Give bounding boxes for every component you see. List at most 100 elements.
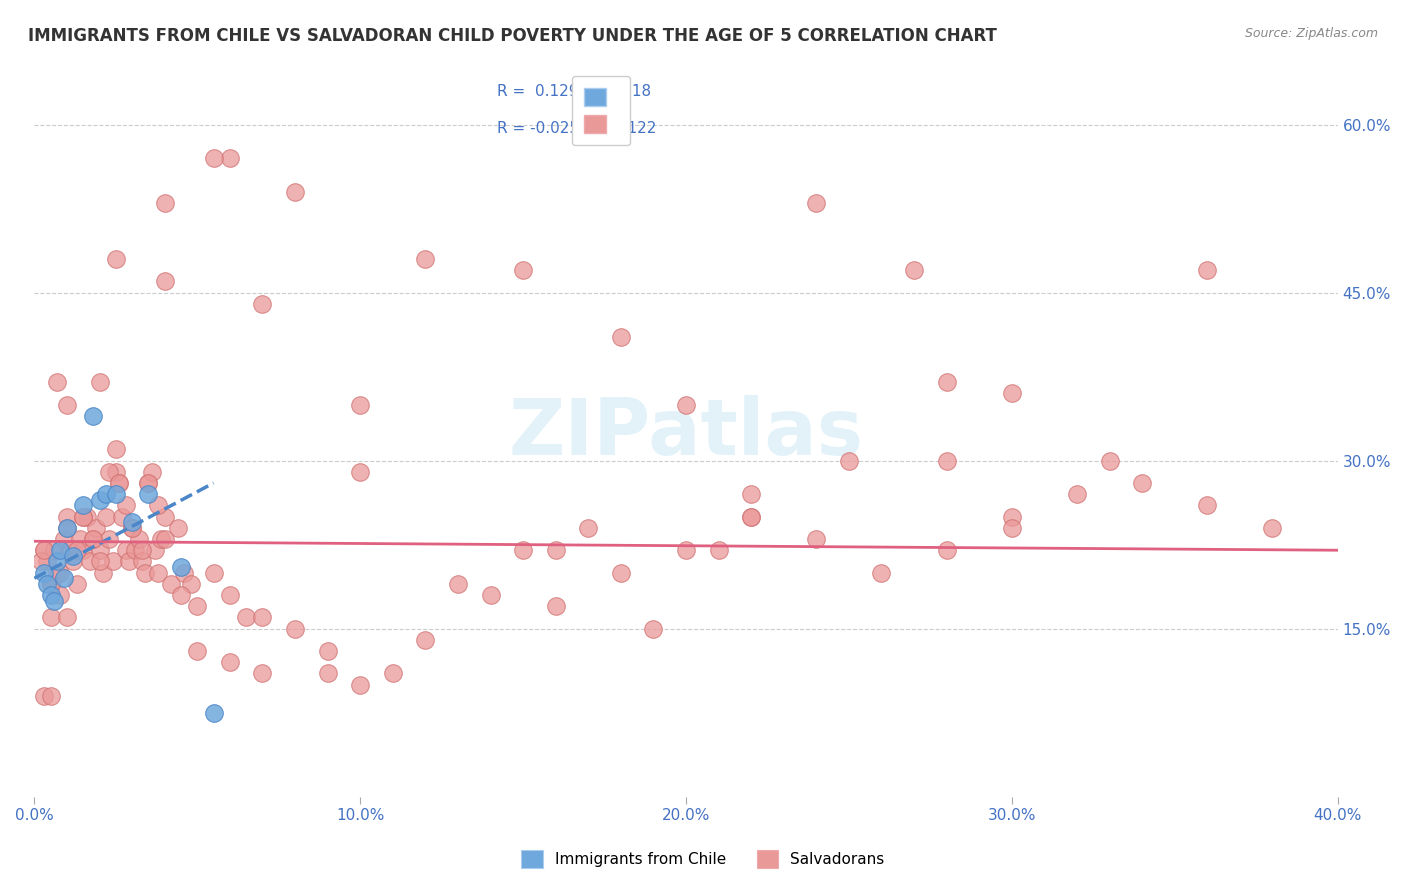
Point	[252, 666, 274, 681]
Point	[1197, 263, 1219, 277]
Point	[252, 610, 274, 624]
Point	[1130, 475, 1153, 490]
Point	[108, 475, 131, 490]
Point	[121, 515, 143, 529]
Point	[89, 375, 111, 389]
Point	[707, 543, 730, 558]
Point	[32, 543, 55, 558]
Point	[153, 274, 176, 288]
Point	[56, 521, 79, 535]
Point	[30, 554, 52, 568]
Point	[284, 622, 307, 636]
Point	[59, 543, 82, 558]
Point	[806, 196, 828, 211]
Point	[143, 543, 166, 558]
Point	[675, 543, 697, 558]
Point	[806, 532, 828, 546]
Point	[675, 398, 697, 412]
Point	[349, 678, 371, 692]
Point	[66, 543, 89, 558]
Point	[138, 475, 160, 490]
Point	[153, 196, 176, 211]
Point	[118, 554, 141, 568]
Point	[121, 521, 143, 535]
Point	[39, 577, 62, 591]
Point	[42, 543, 65, 558]
Point	[62, 549, 84, 563]
Point	[114, 499, 136, 513]
Point	[42, 593, 65, 607]
Point	[46, 554, 69, 568]
Point	[98, 465, 121, 479]
Point	[202, 566, 225, 580]
Point	[72, 543, 94, 558]
Point	[104, 442, 127, 457]
Point	[316, 644, 339, 658]
Point	[415, 632, 437, 647]
Point	[62, 554, 84, 568]
Point	[121, 521, 143, 535]
Point	[512, 263, 534, 277]
Point	[218, 151, 240, 165]
Point	[46, 375, 69, 389]
Point	[838, 453, 860, 467]
Point	[131, 543, 153, 558]
Point	[202, 706, 225, 720]
Point	[56, 521, 79, 535]
Point	[935, 375, 957, 389]
Point	[153, 532, 176, 546]
Point	[740, 509, 762, 524]
Point	[170, 560, 193, 574]
Point	[49, 588, 72, 602]
Point	[349, 465, 371, 479]
Point	[173, 566, 195, 580]
Point	[98, 532, 121, 546]
Point	[180, 577, 202, 591]
Point	[1001, 521, 1024, 535]
Point	[56, 398, 79, 412]
Point	[1066, 487, 1088, 501]
Text: R = -0.025   N = 122: R = -0.025 N = 122	[498, 120, 657, 136]
Point	[610, 330, 633, 344]
Point	[218, 588, 240, 602]
Point	[1001, 509, 1024, 524]
Point	[37, 554, 59, 568]
Point	[76, 509, 98, 524]
Point	[131, 554, 153, 568]
Point	[166, 521, 188, 535]
Point	[202, 151, 225, 165]
Point	[72, 509, 94, 524]
Point	[316, 666, 339, 681]
Text: Source: ZipAtlas.com: Source: ZipAtlas.com	[1244, 27, 1378, 40]
Point	[56, 610, 79, 624]
Point	[186, 644, 208, 658]
Point	[1197, 499, 1219, 513]
Point	[544, 599, 567, 614]
Point	[79, 554, 101, 568]
Point	[52, 532, 75, 546]
Legend: Immigrants from Chile, Salvadorans: Immigrants from Chile, Salvadorans	[513, 843, 893, 875]
Point	[66, 577, 89, 591]
Point	[37, 577, 59, 591]
Point	[235, 610, 257, 624]
Point	[39, 689, 62, 703]
Point	[46, 566, 69, 580]
Point	[52, 571, 75, 585]
Text: ZIPatlas: ZIPatlas	[509, 394, 863, 471]
Point	[108, 475, 131, 490]
Point	[101, 554, 124, 568]
Point	[512, 543, 534, 558]
Point	[740, 487, 762, 501]
Point	[128, 532, 150, 546]
Point	[49, 543, 72, 558]
Point	[170, 588, 193, 602]
Point	[72, 499, 94, 513]
Point	[1098, 453, 1121, 467]
Point	[381, 666, 404, 681]
Point	[935, 543, 957, 558]
Point	[349, 398, 371, 412]
Point	[643, 622, 665, 636]
Point	[186, 599, 208, 614]
Point	[82, 409, 104, 423]
Point	[104, 465, 127, 479]
